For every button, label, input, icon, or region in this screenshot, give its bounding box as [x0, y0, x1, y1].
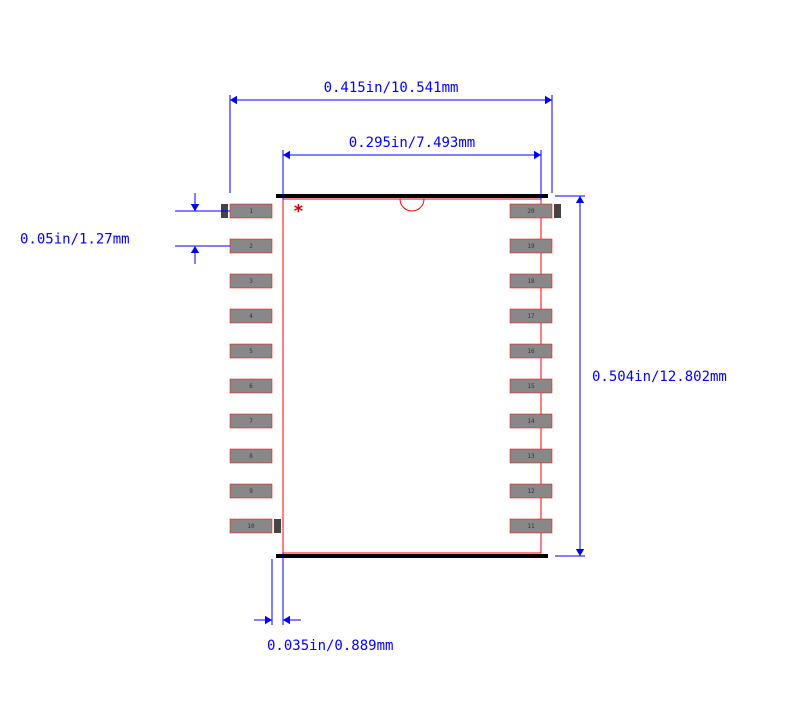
- dim-height-label: 0.504in/12.802mm: [592, 369, 727, 385]
- pin-num-7: 7: [249, 418, 253, 425]
- pin-num-10: 10: [247, 523, 255, 530]
- dim-pin-width-label: 0.035in/0.889mm: [267, 638, 393, 654]
- pin-num-14: 14: [527, 418, 535, 425]
- pin-num-8: 8: [249, 453, 253, 460]
- pin1-marker: *: [293, 201, 304, 222]
- pin-num-15: 15: [527, 383, 535, 390]
- pin-num-12: 12: [527, 488, 535, 495]
- pin-num-20: 20: [527, 208, 535, 215]
- pin-num-19: 19: [527, 243, 535, 250]
- dim-outer-width-label: 0.415in/10.541mm: [324, 80, 459, 96]
- pin-num-17: 17: [527, 313, 535, 320]
- pin-num-5: 5: [249, 348, 253, 355]
- pin-num-3: 3: [249, 278, 253, 285]
- pin-num-2: 2: [249, 243, 253, 250]
- marker-right: [554, 204, 561, 218]
- pin-num-11: 11: [527, 523, 535, 530]
- pin-num-6: 6: [249, 383, 253, 390]
- dim-inner-width-label: 0.295in/7.493mm: [349, 135, 475, 151]
- pin-num-13: 13: [527, 453, 535, 460]
- dim-pin-pitch-label: 0.05in/1.27mm: [20, 232, 130, 248]
- pin-num-4: 4: [249, 313, 253, 320]
- pin-num-1: 1: [249, 208, 253, 215]
- notch-arc: [400, 199, 424, 211]
- pin-num-18: 18: [527, 278, 535, 285]
- package-body: [283, 199, 541, 553]
- marker-left-bottom: [274, 519, 281, 533]
- pin-num-9: 9: [249, 488, 253, 495]
- pin-num-16: 16: [527, 348, 535, 355]
